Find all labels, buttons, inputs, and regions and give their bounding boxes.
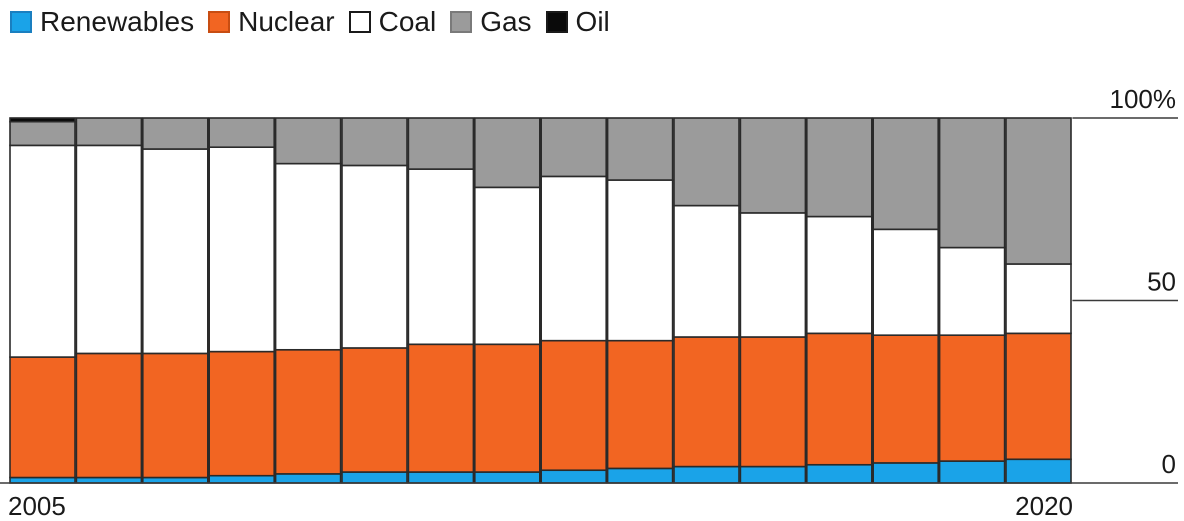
bar-group-2017	[807, 118, 872, 483]
bar-group-2008	[209, 118, 274, 483]
bar-group-2018	[873, 118, 938, 483]
bar-segment-gas	[408, 118, 473, 169]
bar-group-2020	[1006, 118, 1071, 483]
bar-segment-gas	[76, 118, 141, 145]
bar-segment-gas	[1006, 118, 1071, 264]
bars	[10, 118, 1071, 483]
bar-segment-coal	[342, 165, 407, 348]
bar-segment-gas	[873, 118, 938, 229]
bar-segment-gas	[276, 118, 341, 164]
bar-group-2014	[608, 118, 673, 483]
bar-segment-renewables	[276, 474, 341, 483]
bar-segment-nuclear	[475, 344, 540, 472]
bar-segment-coal	[940, 248, 1005, 336]
bar-segment-coal	[10, 145, 75, 357]
bar-segment-nuclear	[740, 337, 805, 467]
bar-group-2010	[342, 118, 407, 483]
bar-group-2007	[143, 118, 208, 483]
bar-segment-renewables	[209, 476, 274, 483]
bar-segment-coal	[608, 180, 673, 341]
x-axis: 2005 2020	[8, 491, 1073, 521]
bar-segment-gas	[740, 118, 805, 213]
bar-segment-nuclear	[541, 341, 606, 471]
bar-segment-nuclear	[342, 348, 407, 472]
bar-segment-renewables	[740, 467, 805, 483]
bar-segment-nuclear	[940, 335, 1005, 461]
bar-segment-gas	[940, 118, 1005, 248]
bar-segment-renewables	[76, 478, 141, 483]
bar-segment-renewables	[608, 468, 673, 483]
x-tick-label: 2005	[8, 491, 66, 521]
bar-segment-coal	[740, 213, 805, 337]
bar-segment-nuclear	[76, 353, 141, 477]
bar-segment-gas	[674, 118, 739, 206]
bar-segment-renewables	[10, 478, 75, 483]
bar-segment-gas	[209, 118, 274, 147]
bar-segment-gas	[10, 122, 75, 146]
bar-segment-coal	[674, 206, 739, 337]
bar-segment-renewables	[940, 461, 1005, 483]
bar-group-2015	[674, 118, 739, 483]
y-tick-label: 50	[1147, 267, 1176, 297]
bar-segment-nuclear	[873, 335, 938, 463]
bar-segment-renewables	[674, 467, 739, 483]
y-tick-label: 0	[1162, 449, 1176, 479]
bar-segment-gas	[807, 118, 872, 217]
bar-group-2006	[76, 118, 141, 483]
bar-segment-nuclear	[1006, 333, 1071, 459]
bar-segment-coal	[807, 217, 872, 334]
y-tick-label: 100%	[1110, 84, 1177, 114]
bar-segment-nuclear	[674, 337, 739, 467]
bar-segment-nuclear	[209, 352, 274, 476]
bar-segment-renewables	[475, 472, 540, 483]
bar-segment-renewables	[873, 463, 938, 483]
bar-group-2012	[475, 118, 540, 483]
bar-group-2019	[940, 118, 1005, 483]
bar-segment-gas	[475, 118, 540, 187]
bar-segment-gas	[143, 118, 208, 149]
bar-group-2009	[276, 118, 341, 483]
bar-segment-coal	[475, 187, 540, 344]
bar-segment-nuclear	[143, 353, 208, 477]
bar-segment-renewables	[1006, 459, 1071, 483]
bar-segment-coal	[143, 149, 208, 353]
bar-segment-coal	[76, 145, 141, 353]
bar-group-2013	[541, 118, 606, 483]
bar-segment-coal	[1006, 264, 1071, 333]
bar-segment-renewables	[807, 465, 872, 483]
bar-segment-renewables	[143, 478, 208, 483]
bar-segment-gas	[541, 118, 606, 176]
bar-segment-gas	[608, 118, 673, 180]
bar-segment-gas	[342, 118, 407, 165]
bar-group-2016	[740, 118, 805, 483]
bar-segment-coal	[873, 229, 938, 335]
bar-segment-nuclear	[10, 357, 75, 477]
bar-segment-nuclear	[408, 344, 473, 472]
bar-segment-renewables	[342, 472, 407, 483]
bar-segment-nuclear	[608, 341, 673, 469]
x-tick-label: 2020	[1015, 491, 1073, 521]
bar-segment-coal	[408, 169, 473, 344]
bar-segment-nuclear	[807, 333, 872, 464]
bar-segment-nuclear	[276, 350, 341, 474]
bar-segment-oil	[10, 118, 75, 122]
bar-group-2011	[408, 118, 473, 483]
bar-group-2005	[10, 118, 75, 483]
bar-segment-renewables	[541, 470, 606, 483]
bar-segment-coal	[276, 164, 341, 350]
bar-segment-coal	[209, 147, 274, 351]
bar-segment-coal	[541, 176, 606, 340]
bar-segment-renewables	[408, 472, 473, 483]
